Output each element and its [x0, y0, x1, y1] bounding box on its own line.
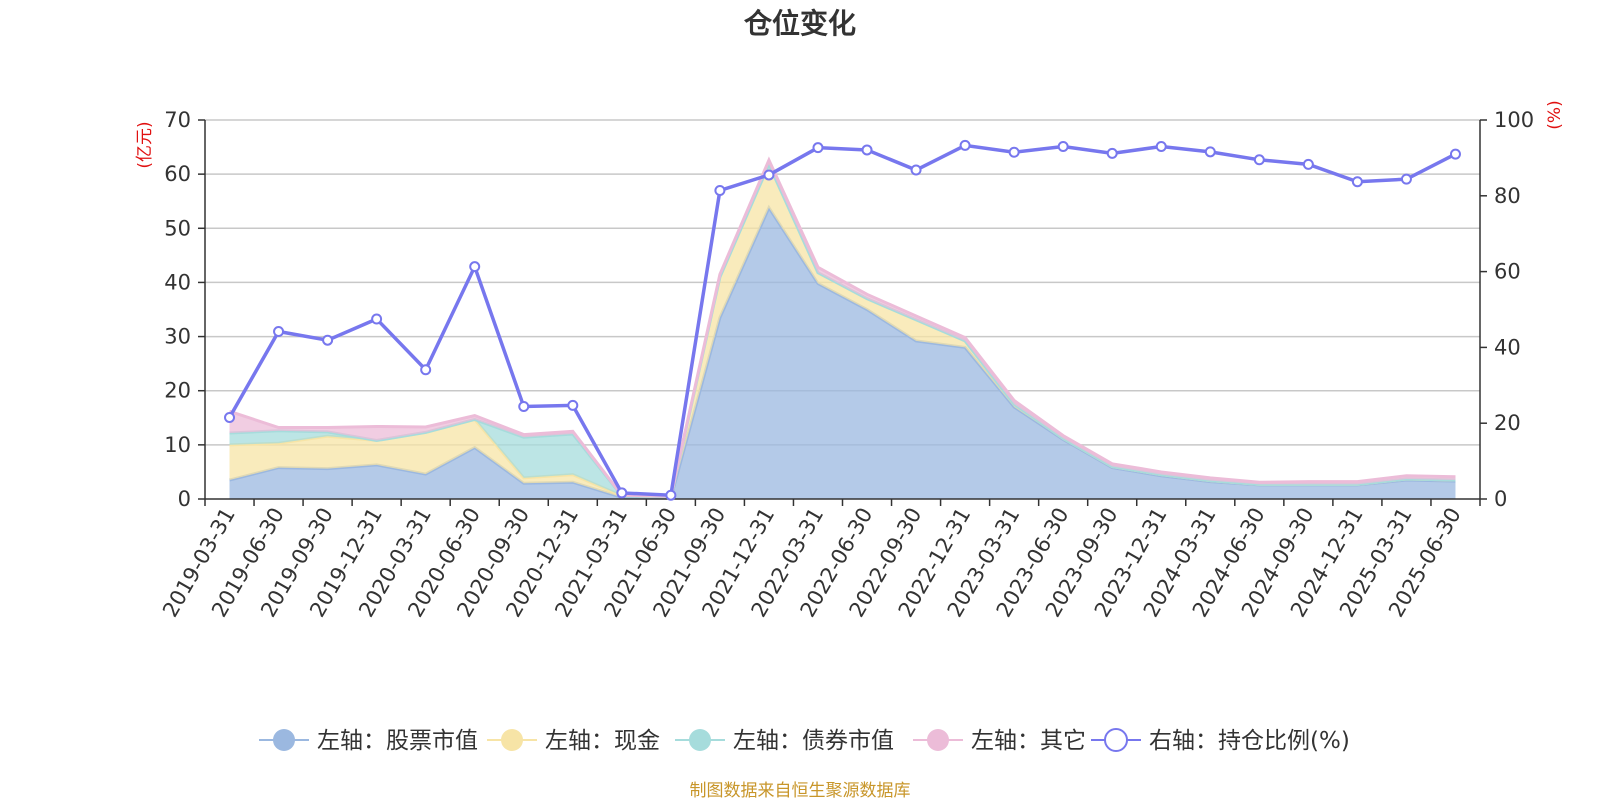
left-tick-label: 10: [164, 433, 191, 457]
legend-item[interactable]: 左轴：债券市值: [675, 728, 894, 754]
legend-item[interactable]: 右轴：持仓比例(%): [1091, 728, 1350, 754]
legend-item[interactable]: 左轴：股票市值: [259, 728, 478, 754]
legend-label: 右轴：持仓比例(%): [1149, 728, 1350, 754]
ratio-point: [322, 334, 334, 346]
legend-marker: [1104, 728, 1128, 752]
ratio-point: [1449, 148, 1461, 160]
legend-marker: [273, 729, 295, 751]
right-tick-label: 60: [1494, 260, 1521, 284]
area-左轴：现金: [229, 164, 1456, 498]
chart-title: 仓位变化: [744, 7, 856, 40]
legend-label: 左轴：其它: [971, 728, 1086, 754]
ratio-point: [1106, 147, 1118, 159]
left-tick-label: 60: [164, 162, 191, 186]
ratio-point: [469, 261, 481, 273]
left-axis-unit: (亿元): [135, 121, 155, 168]
legend-marker: [501, 729, 523, 751]
area-edge-左轴：其它: [229, 156, 1456, 498]
right-tick-label: 100: [1494, 108, 1534, 132]
ratio-point: [224, 412, 236, 424]
ratio-point: [861, 144, 873, 156]
ratio-point: [665, 489, 677, 501]
stacked-areas: [229, 156, 1456, 500]
ratio-line: [224, 139, 1461, 501]
right-axis-unit: (%): [1545, 100, 1565, 129]
legend-item[interactable]: 左轴：其它: [913, 728, 1086, 754]
legend-marker: [927, 729, 949, 751]
ratio-point: [1302, 158, 1314, 170]
right-tick-label: 80: [1494, 184, 1521, 208]
legend: 左轴：股票市值 左轴：现金 左轴：债券市值 左轴：其它 右轴：持仓比例(%): [259, 728, 1350, 754]
ratio-point: [1400, 173, 1412, 185]
ratio-point: [714, 184, 726, 196]
ratio-point: [616, 487, 628, 499]
legend-marker: [689, 729, 711, 751]
ratio-point: [420, 364, 432, 376]
ratio-point: [1253, 154, 1265, 166]
ratio-point: [567, 399, 579, 411]
ratio-point: [910, 164, 922, 176]
ratio-point: [371, 313, 383, 325]
left-tick-label: 0: [178, 487, 191, 511]
ratio-point: [1351, 176, 1363, 188]
ratio-point: [959, 139, 971, 151]
right-tick-label: 20: [1494, 411, 1521, 435]
ratio-point: [763, 169, 775, 181]
ratio-line-path: [227, 143, 1457, 498]
left-tick-label: 20: [164, 379, 191, 403]
ratio-point: [518, 401, 530, 413]
left-tick-label: 50: [164, 216, 191, 240]
ratio-point: [1057, 141, 1069, 153]
ratio-point: [1008, 146, 1020, 158]
source-note: 制图数据来自恒生聚源数据库: [690, 781, 911, 800]
legend-label: 左轴：股票市值: [317, 728, 478, 754]
ratio-point: [1204, 146, 1216, 158]
area-左轴：股票市值: [229, 207, 1456, 499]
legend-label: 左轴：债券市值: [733, 728, 894, 754]
ratio-point: [1155, 141, 1167, 153]
right-tick-label: 40: [1494, 335, 1521, 359]
legend-item[interactable]: 左轴：现金: [487, 728, 660, 754]
left-tick-label: 70: [164, 108, 191, 132]
left-tick-label: 40: [164, 270, 191, 294]
left-tick-label: 30: [164, 325, 191, 349]
ratio-point: [273, 325, 285, 337]
legend-label: 左轴：现金: [545, 728, 660, 754]
ratio-point: [812, 142, 824, 154]
right-tick-label: 0: [1494, 487, 1507, 511]
